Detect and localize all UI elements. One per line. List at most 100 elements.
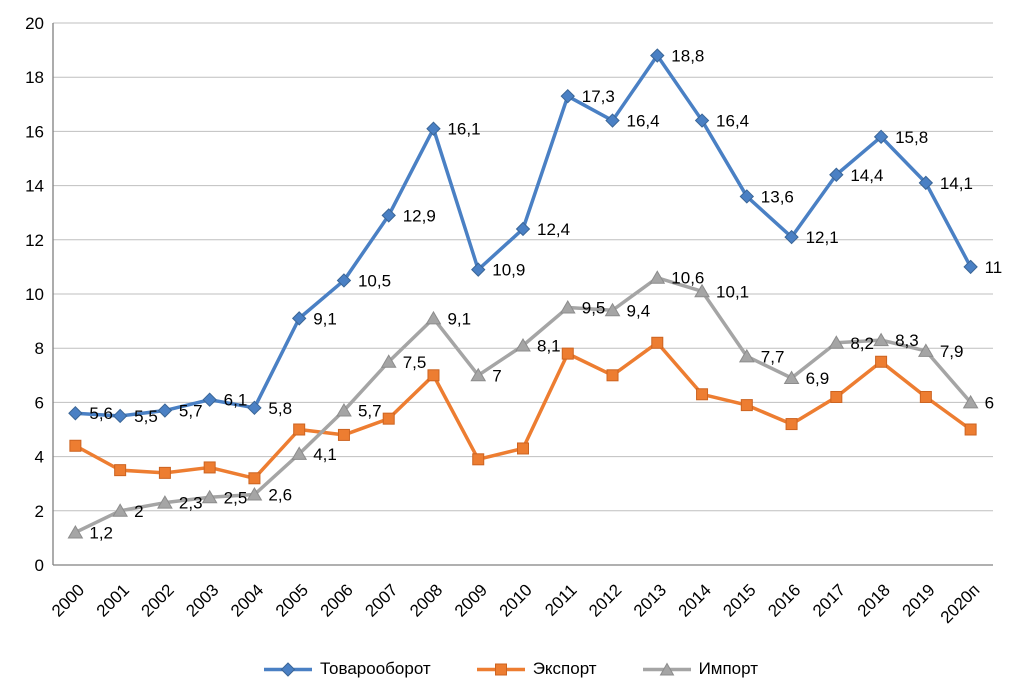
- data-point-triangle-marker: [738, 348, 755, 363]
- data-point-diamond-marker: [605, 113, 620, 128]
- y-tick-label: 18: [25, 68, 44, 87]
- x-tick-label: 2010: [496, 580, 536, 620]
- data-point-diamond-marker: [963, 259, 978, 275]
- x-tick-label: 2018: [854, 580, 894, 620]
- data-point-square-marker: [651, 336, 664, 349]
- data-point-diamond-marker: [112, 408, 128, 424]
- y-tick-label: 8: [35, 339, 44, 358]
- data-point-triangle-marker: [112, 503, 129, 517]
- data-label: 16,4: [627, 112, 660, 131]
- data-point-diamond-marker: [68, 406, 83, 421]
- data-label: 2,6: [268, 486, 292, 505]
- data-point-square-marker: [472, 453, 485, 466]
- data-label: 6,1: [224, 391, 248, 410]
- x-tick-label: 2001: [93, 580, 133, 620]
- data-label: 5,6: [89, 404, 113, 423]
- x-tick-label: 2005: [272, 580, 312, 620]
- data-label: 7: [492, 366, 501, 385]
- data-point-triangle-marker: [694, 283, 710, 298]
- data-point-triangle-marker: [515, 337, 531, 352]
- data-label: 10,5: [358, 271, 391, 290]
- data-point-square-marker: [740, 399, 753, 412]
- data-point-triangle-marker: [201, 489, 218, 504]
- x-tick-label: 2017: [809, 580, 849, 620]
- x-tick-label: 2004: [227, 580, 267, 620]
- legend-label-eksport: Экспорт: [532, 659, 597, 678]
- data-point-triangle-marker: [649, 270, 666, 284]
- data-point-diamond-marker: [247, 400, 262, 416]
- data-point-diamond-marker: [829, 167, 844, 182]
- data-point-diamond-marker: [202, 392, 217, 407]
- data-point-triangle-marker: [470, 367, 487, 382]
- data-point-triangle-marker: [336, 403, 352, 417]
- data-label: 4,1: [313, 445, 337, 464]
- axes: [52, 23, 993, 566]
- data-label: 8,2: [850, 334, 874, 353]
- data-label: 10,6: [671, 269, 704, 288]
- data-label: 18,8: [671, 47, 704, 66]
- data-label: 12,9: [403, 206, 436, 225]
- data-label: 14,4: [850, 166, 883, 185]
- x-tick-label: 2012: [585, 580, 625, 620]
- data-point-triangle-marker: [873, 332, 889, 347]
- legend-swatch-gray-triangle-icon: [642, 661, 691, 675]
- x-tick-label: 2006: [317, 580, 357, 620]
- data-label: 5,8: [268, 399, 292, 418]
- data-label: 17,3: [582, 87, 615, 106]
- data-label: 5,7: [358, 402, 382, 421]
- x-tick-label: 2003: [182, 580, 222, 620]
- data-label: 11: [985, 258, 1003, 277]
- data-label: 9,1: [447, 309, 471, 328]
- y-tick-label: 4: [35, 448, 44, 467]
- legend-label-import: Импорт: [698, 659, 758, 678]
- x-tick-label: 2019: [899, 580, 939, 620]
- data-label: 15,8: [895, 128, 928, 147]
- data-point-diamond-marker: [471, 262, 486, 277]
- legend-label-tovarooborot: Товарооборот: [320, 659, 431, 678]
- y-axis-tick-labels: 0 2 4 6 8 10 12 14 16 18 20: [25, 14, 44, 575]
- data-point-diamond-marker: [157, 403, 173, 418]
- data-point-square-marker: [875, 355, 888, 368]
- y-tick-label: 20: [25, 14, 44, 33]
- data-label: 2: [134, 502, 143, 521]
- data-point-diamond-marker: [918, 175, 934, 191]
- data-label: 6,9: [806, 369, 830, 388]
- data-point-triangle-marker: [962, 394, 979, 409]
- data-label: 9,1: [313, 309, 337, 328]
- data-label: 8,1: [537, 336, 561, 355]
- x-tick-label: 2015: [719, 580, 759, 620]
- data-point-triangle-marker: [157, 495, 173, 509]
- data-point-square-marker: [964, 423, 977, 436]
- data-point-diamond-marker: [336, 273, 352, 288]
- data-label: 2,5: [224, 488, 248, 507]
- data-point-triangle-marker: [604, 302, 621, 317]
- data-point-square-marker: [830, 390, 843, 403]
- data-label: 9,5: [582, 299, 606, 318]
- x-tick-label: 2008: [406, 580, 446, 620]
- data-point-triangle-marker: [559, 300, 576, 314]
- data-label: 5,5: [134, 407, 158, 426]
- series-eksport: [69, 336, 977, 485]
- legend-item-tovarooborot: Товарооборот: [264, 659, 431, 679]
- series-line: [73, 341, 973, 481]
- data-label: 12,1: [806, 228, 839, 247]
- data-point-square-marker: [561, 347, 574, 360]
- data-point-triangle-marker: [67, 524, 84, 539]
- data-label: 2,3: [179, 494, 203, 513]
- x-axis-tick-labels: 2000 2001 2002 2003 2004 2005 2006 2007 2008 2009…: [48, 580, 983, 627]
- legend-swatch-blue-diamond-icon: [264, 661, 312, 677]
- data-point-square-marker: [69, 439, 82, 452]
- data-point-diamond-marker: [560, 88, 575, 104]
- y-tick-label: 0: [35, 556, 44, 575]
- x-tick-label: 2011: [541, 580, 580, 619]
- data-label: 10,9: [492, 261, 525, 280]
- data-point-triangle-marker: [828, 335, 845, 349]
- data-label: 5,7: [179, 402, 203, 421]
- data-point-square-marker: [785, 418, 798, 431]
- data-point-triangle-marker: [380, 354, 397, 368]
- data-point-square-marker: [248, 472, 261, 485]
- data-point-diamond-marker: [381, 208, 396, 223]
- x-tick-label: 2007: [361, 580, 401, 620]
